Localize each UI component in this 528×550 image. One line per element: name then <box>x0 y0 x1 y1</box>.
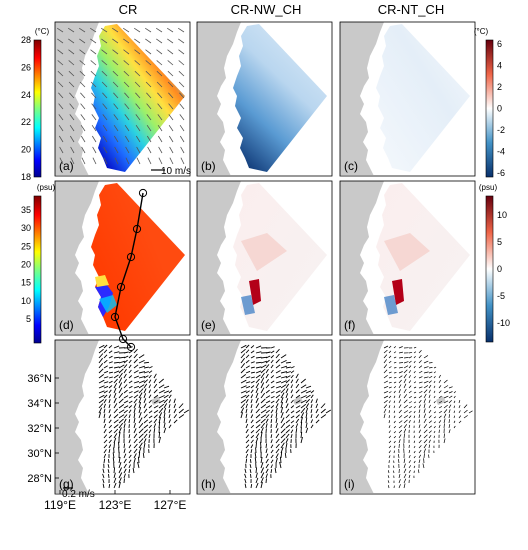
colorbar-tick: 0 <box>497 104 502 114</box>
colorbar-tick: 20 <box>21 145 31 155</box>
colorbar-tick: 0 <box>497 264 502 274</box>
lat-tick: 36°N <box>27 373 52 385</box>
typhoon-track <box>110 188 148 352</box>
land <box>197 22 241 175</box>
colorbar-tick: 20 <box>21 260 31 270</box>
panels: (a) (b) (c) (d) (e) (f) (g) (h) (i) <box>54 21 476 495</box>
colorbar-unit: (psu) <box>479 183 498 192</box>
colorbar-tick: 30 <box>21 223 31 233</box>
colorbar-tick: 10 <box>21 296 31 306</box>
colorbar-unit: (psu) <box>37 183 56 192</box>
land <box>55 22 99 175</box>
colorbar-tick: 10 <box>497 210 507 220</box>
colorbar-tick: -2 <box>497 125 505 135</box>
colorbar-tick: -5 <box>497 291 505 301</box>
lon-tick: 119°E <box>44 498 76 512</box>
land <box>197 181 241 334</box>
lat-tick: 30°N <box>27 448 52 460</box>
panel-9: (i) <box>339 339 476 495</box>
model-field <box>91 24 185 172</box>
panel-label: (f) <box>344 318 355 332</box>
panel-7: (g) <box>54 339 191 495</box>
panel-label: (d) <box>59 318 74 332</box>
colorbar-tick: 22 <box>21 117 31 127</box>
colorbar-tick: 35 <box>21 205 31 215</box>
current-vectors <box>98 344 190 489</box>
colorbar-unit: (°C) <box>474 27 489 36</box>
land <box>340 181 384 334</box>
panel-2: (b) <box>196 21 333 177</box>
panel-label: (b) <box>201 159 216 173</box>
colorbar-unit: (°C) <box>35 27 50 36</box>
land <box>340 22 384 175</box>
colorbar-tick: 5 <box>497 237 502 247</box>
column-title-1: CR <box>119 2 138 17</box>
colorbar-tick: 26 <box>21 62 31 72</box>
current-vectors <box>383 345 473 489</box>
panel-label: (e) <box>201 318 216 332</box>
colorbar-tick: 2 <box>497 82 502 92</box>
colorbar-tick: -4 <box>497 147 505 157</box>
colorbar-tick: 15 <box>21 278 31 288</box>
lon-tick: 127°E <box>154 498 187 512</box>
colorbar-tick: 28 <box>21 35 31 45</box>
current-scale-label: 0.2 m/s <box>62 489 95 500</box>
wind-vectors <box>56 27 185 165</box>
panel-5: (e) <box>196 180 333 336</box>
colorbar-tick: 18 <box>21 172 31 182</box>
model-field <box>376 24 470 172</box>
panel-4: (d) <box>54 180 191 336</box>
column-title-3: CR-NT_CH <box>378 2 444 17</box>
wind-scale-label: 10 m/s <box>161 166 191 177</box>
longitude-ticks: 119°E 123°E 127°E <box>44 490 186 512</box>
colorbar-salinity-right: (psu) 10 5 0 -5 -10 <box>479 183 510 343</box>
land <box>197 340 241 493</box>
colorbar-salinity-left: (psu) 35 30 25 20 15 10 5 <box>21 183 56 344</box>
colorbar-tick: 4 <box>497 61 502 71</box>
column-title-2: CR-NW_CH <box>231 2 302 17</box>
latitude-ticks: 36°N 34°N 32°N 30°N 28°N <box>27 373 59 485</box>
panel-6: (f) <box>339 180 476 336</box>
colorbar-tick: 5 <box>26 314 31 324</box>
colorbar-tick: 25 <box>21 241 31 251</box>
panel-label: (i) <box>344 477 355 491</box>
colorbar-tick: -6 <box>497 168 505 178</box>
lon-tick: 123°E <box>99 498 132 512</box>
model-field <box>233 24 327 172</box>
colorbar-tick: 6 <box>497 39 502 49</box>
land <box>340 340 384 493</box>
land <box>55 181 99 334</box>
panel-8: (h) <box>196 339 333 495</box>
lat-tick: 34°N <box>27 398 52 410</box>
panel-1: (a) <box>54 21 191 177</box>
current-vectors <box>240 344 332 489</box>
panel-label: (h) <box>201 477 216 491</box>
colorbar-tick: 24 <box>21 90 31 100</box>
colorbar-tick: -10 <box>497 318 510 328</box>
lat-tick: 28°N <box>27 473 52 485</box>
colorbar-temperature-left: (°C) 28 26 24 22 20 18 <box>21 27 50 182</box>
panel-3: (c) <box>339 21 476 177</box>
model-field <box>91 183 185 331</box>
panel-label: (c) <box>344 159 358 173</box>
land <box>55 340 99 493</box>
lat-tick: 32°N <box>27 423 52 435</box>
colorbar-temperature-right: (°C) 6 4 2 0 -2 -4 -6 <box>474 27 505 178</box>
